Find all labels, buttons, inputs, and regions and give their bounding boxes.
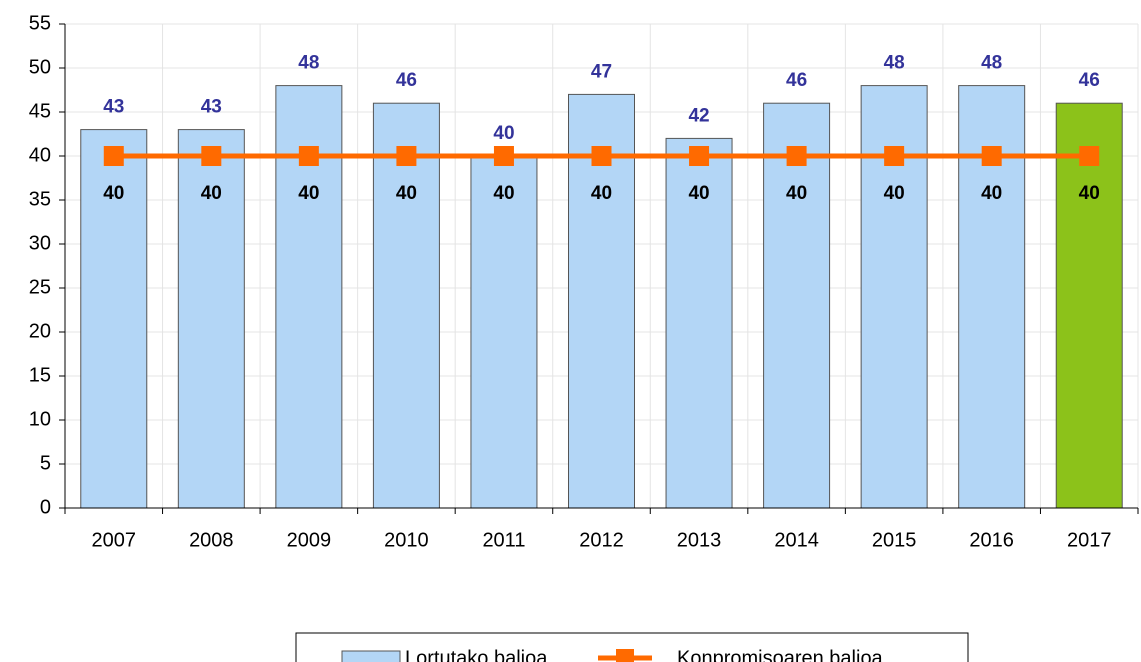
bar-value-label: 40 <box>493 123 514 144</box>
bar-value-label: 46 <box>1079 70 1100 91</box>
y-tick-label: 40 <box>29 144 51 166</box>
bar-value-label: 48 <box>884 53 905 74</box>
legend-swatch <box>341 650 401 662</box>
line-marker <box>689 146 710 166</box>
line-value-label: 40 <box>201 183 222 204</box>
y-tick-label: 15 <box>29 364 51 386</box>
line-value-label: 40 <box>1079 183 1100 204</box>
x-tick-label: 2010 <box>384 529 429 551</box>
y-tick-label: 10 <box>29 408 51 430</box>
y-tick-label: 25 <box>29 276 51 298</box>
y-tick-label: 5 <box>40 452 51 474</box>
line-marker <box>1079 146 1100 166</box>
bar <box>80 129 148 509</box>
line-value-label: 40 <box>786 183 807 204</box>
x-tick-label: 2007 <box>92 529 137 551</box>
line-marker <box>591 146 612 166</box>
x-tick-label: 2015 <box>872 529 917 551</box>
legend-marker <box>616 649 634 662</box>
bar-value-label: 42 <box>688 105 709 126</box>
bar-value-label: 46 <box>396 70 417 91</box>
bar <box>763 102 831 509</box>
x-tick-label: 2009 <box>287 529 332 551</box>
bar-value-label: 43 <box>201 97 222 118</box>
y-tick-label: 0 <box>40 496 51 518</box>
line-marker <box>981 146 1002 166</box>
line-marker <box>201 146 222 166</box>
line-value-label: 40 <box>981 183 1002 204</box>
line-value-label: 40 <box>298 183 319 204</box>
bar <box>177 129 245 509</box>
y-tick-label: 55 <box>29 12 51 34</box>
line-marker <box>786 146 807 166</box>
line-marker <box>493 146 514 166</box>
line-value-label: 40 <box>493 183 514 204</box>
line-value-label: 40 <box>688 183 709 204</box>
line-value-label: 40 <box>884 183 905 204</box>
line-value-label: 40 <box>103 183 124 204</box>
bar-value-label: 43 <box>103 97 124 118</box>
line-value-label: 40 <box>396 183 417 204</box>
y-tick-label: 35 <box>29 188 51 210</box>
bar-value-label: 47 <box>591 61 612 82</box>
bar <box>372 102 440 509</box>
x-tick-label: 2013 <box>677 529 722 551</box>
bar-value-label: 46 <box>786 70 807 91</box>
y-tick-label: 45 <box>29 100 51 122</box>
y-tick-label: 50 <box>29 56 51 78</box>
bar-value-label: 48 <box>298 53 319 74</box>
x-tick-label: 2008 <box>189 529 234 551</box>
x-tick-label: 2017 <box>1067 529 1112 551</box>
bar <box>1055 102 1123 509</box>
x-tick-label: 2012 <box>579 529 624 551</box>
line-marker <box>884 146 905 166</box>
x-tick-label: 2014 <box>774 529 819 551</box>
x-tick-label: 2016 <box>969 529 1014 551</box>
legend-label: Lortutako balioa <box>405 647 548 662</box>
y-tick-label: 20 <box>29 320 51 342</box>
line-value-label: 40 <box>591 183 612 204</box>
bar <box>470 155 538 509</box>
y-tick-label: 30 <box>29 232 51 254</box>
line-marker <box>103 146 124 166</box>
line-marker <box>298 146 319 166</box>
x-tick-label: 2011 <box>482 529 525 551</box>
bar-value-label: 48 <box>981 53 1002 74</box>
line-marker <box>396 146 417 166</box>
legend-label: Konpromisoaren balioa <box>677 647 884 662</box>
bar <box>665 137 733 509</box>
